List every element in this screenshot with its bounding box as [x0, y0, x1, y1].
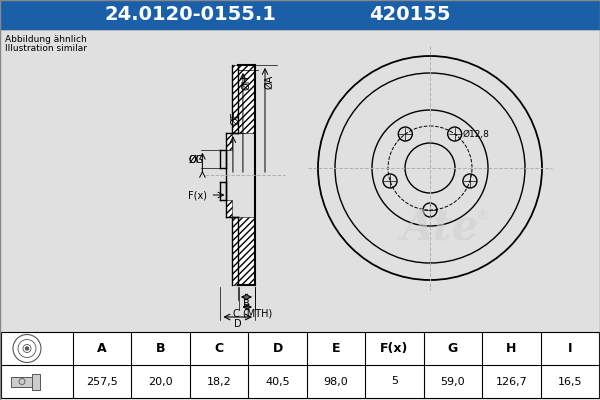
- Text: 16,5: 16,5: [557, 376, 582, 386]
- Text: Ø12,8: Ø12,8: [463, 130, 490, 139]
- Text: D: D: [234, 319, 242, 329]
- Text: Abbildung ähnlich: Abbildung ähnlich: [5, 35, 87, 44]
- Text: 5: 5: [391, 376, 398, 386]
- Text: 59,0: 59,0: [440, 376, 465, 386]
- Text: F(x): F(x): [380, 342, 409, 355]
- Text: ØG: ØG: [188, 155, 203, 165]
- Text: C: C: [215, 342, 224, 355]
- Bar: [1, 332, 599, 398]
- Text: B: B: [243, 299, 250, 309]
- Bar: [226, 133, 232, 150]
- Bar: [0, 0, 600, 30]
- Text: D: D: [272, 342, 283, 355]
- Text: Illustration similar: Illustration similar: [5, 44, 87, 53]
- Bar: [232, 65, 255, 133]
- Bar: [11, 376, 35, 386]
- Bar: [226, 200, 232, 217]
- Text: Ate: Ate: [401, 207, 479, 249]
- Text: 126,7: 126,7: [496, 376, 527, 386]
- Text: A: A: [97, 342, 107, 355]
- Bar: [32, 374, 40, 390]
- Text: ®: ®: [475, 209, 489, 223]
- Text: 420155: 420155: [369, 6, 451, 24]
- Text: ØA: ØA: [264, 75, 274, 89]
- Bar: [232, 217, 255, 285]
- Text: F(x): F(x): [188, 190, 208, 200]
- Text: ØE: ØE: [230, 111, 240, 125]
- Text: E: E: [332, 342, 340, 355]
- Bar: [226, 133, 232, 134]
- Circle shape: [25, 347, 29, 350]
- Text: 257,5: 257,5: [86, 376, 118, 386]
- Bar: [0, 30, 600, 335]
- Text: 40,5: 40,5: [265, 376, 290, 386]
- Text: ØI: ØI: [188, 155, 199, 165]
- Text: ØH: ØH: [241, 75, 251, 90]
- Text: 24.0120-0155.1: 24.0120-0155.1: [104, 6, 276, 24]
- Text: C (MTH): C (MTH): [233, 309, 272, 319]
- Text: H: H: [506, 342, 517, 355]
- Text: G: G: [448, 342, 458, 355]
- Text: 20,0: 20,0: [148, 376, 173, 386]
- Text: 18,2: 18,2: [207, 376, 232, 386]
- Text: B: B: [156, 342, 166, 355]
- Text: I: I: [568, 342, 572, 355]
- Text: 98,0: 98,0: [323, 376, 349, 386]
